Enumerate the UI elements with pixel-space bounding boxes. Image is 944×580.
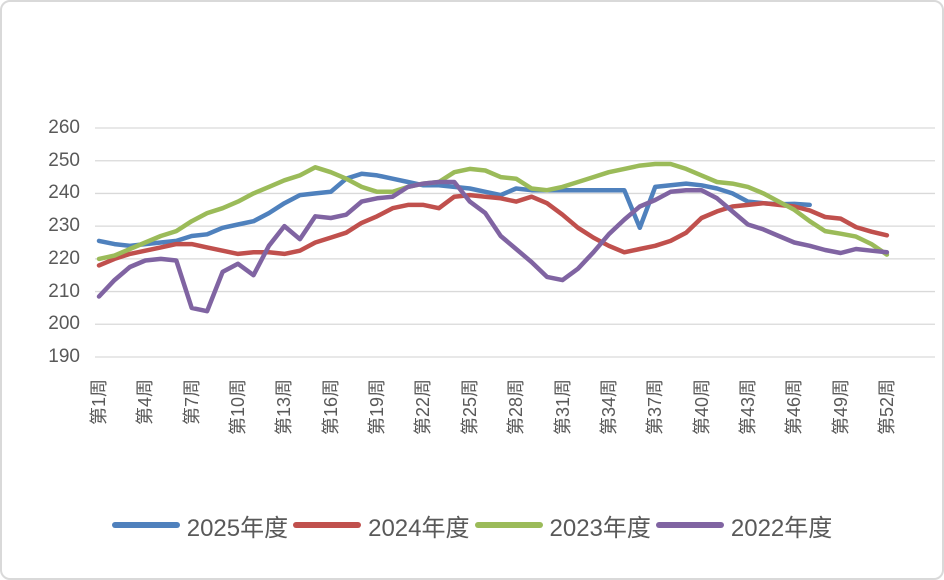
x-axis-tick-label: 第16周 [320,379,341,436]
x-axis-tick-label: 第37周 [645,379,666,436]
legend-label: 2022年度 [730,514,833,542]
legend-swatch [655,522,724,528]
x-axis-tick-label: 第40周 [691,379,712,436]
x-axis-tick-label: 第46周 [784,379,805,436]
legend-swatch [111,522,180,528]
y-axis-tick-label: 250 [48,149,80,171]
legend: 2025年度 2024年度 2023年度 2022年度 [2,505,942,545]
series-line-2024年度 [96,192,890,268]
x-axis-tick-label: 第10周 [228,379,249,436]
y-axis-tick-label: 240 [48,182,80,204]
x-axis-tick-label: 第7周 [181,379,202,426]
x-axis-tick-label: 第1周 [89,379,109,426]
y-axis-tick-label: 230 [48,215,80,237]
x-axis-tick-label: 第4周 [135,379,156,426]
legend-item-2024年度[interactable]: 2024年度 [293,508,470,543]
series-line-2022年度 [96,179,890,314]
legend-label: 2024年度 [368,514,470,542]
series-line-2025年度 [96,171,812,249]
y-axis-tick-label: 200 [48,313,80,335]
legend-item-2025年度[interactable]: 2025年度 [111,508,289,543]
x-axis-tick-label: 第19周 [367,379,388,436]
y-axis-tick-label: 260 [48,117,80,138]
legend-label: 2025年度 [186,514,289,542]
legend-item-2022年度[interactable]: 2022年度 [655,508,833,543]
legend-label: 2023年度 [549,514,651,542]
x-axis-tick-label: 第43周 [737,379,758,436]
x-axis-tick-label: 第49周 [830,379,851,436]
x-axis-tick-label: 第22周 [413,379,434,436]
y-axis-tick-label: 190 [48,346,80,367]
legend-swatch [293,522,362,528]
x-axis-tick-label: 第13周 [274,379,295,436]
x-axis-tick-label: 第31周 [552,379,573,436]
x-axis-tick-label: 第34周 [598,379,619,436]
legend-item-2023年度[interactable]: 2023年度 [474,508,651,543]
x-axis-tick-label: 第28周 [506,379,527,436]
legend-swatch [474,522,543,528]
x-axis-tick-label: 第52周 [876,379,897,436]
series-line-2023年度 [96,161,890,262]
y-axis-tick-label: 210 [48,280,80,302]
y-axis-tick-label: 220 [48,247,80,269]
x-axis-tick-label: 第25周 [459,379,480,436]
